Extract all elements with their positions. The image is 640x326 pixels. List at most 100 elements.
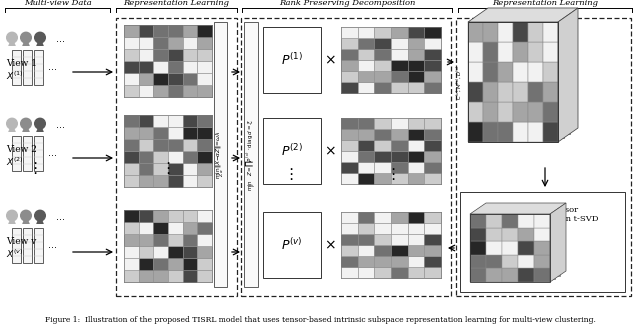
- Bar: [168, 115, 182, 127]
- Bar: [124, 246, 139, 258]
- Bar: [358, 38, 374, 49]
- Bar: [341, 129, 358, 140]
- Bar: [502, 255, 518, 268]
- Bar: [182, 37, 197, 49]
- Bar: [358, 82, 374, 93]
- Bar: [486, 214, 502, 228]
- Text: Figure 1:  Illustration of the proposed TISRL model that uses tensor-based intri: Figure 1: Illustration of the proposed T…: [45, 316, 595, 324]
- Text: $X^{(2)}$: $X^{(2)}$: [6, 155, 24, 168]
- Bar: [543, 22, 558, 42]
- Bar: [408, 173, 424, 184]
- Bar: [528, 82, 543, 102]
- Bar: [12, 228, 21, 263]
- Bar: [468, 42, 483, 62]
- Bar: [374, 223, 391, 234]
- Bar: [408, 60, 424, 71]
- Bar: [139, 49, 154, 61]
- Bar: [168, 151, 182, 163]
- Text: ...: ...: [56, 212, 65, 222]
- Bar: [358, 27, 374, 38]
- Bar: [391, 49, 408, 60]
- Bar: [124, 61, 139, 73]
- Bar: [408, 267, 424, 278]
- Bar: [518, 241, 534, 255]
- Bar: [528, 42, 543, 62]
- Bar: [424, 49, 441, 60]
- Bar: [139, 163, 154, 175]
- Bar: [470, 255, 486, 268]
- Bar: [391, 60, 408, 71]
- Bar: [341, 71, 358, 82]
- Bar: [543, 82, 558, 102]
- Circle shape: [6, 32, 17, 43]
- Text: $X^{(v)}$: $X^{(v)}$: [6, 247, 24, 260]
- Bar: [424, 27, 441, 38]
- Bar: [424, 60, 441, 71]
- Bar: [197, 258, 212, 270]
- Bar: [139, 246, 154, 258]
- Bar: [197, 270, 212, 282]
- Bar: [424, 245, 441, 256]
- Bar: [124, 175, 139, 187]
- Bar: [424, 223, 441, 234]
- Bar: [197, 25, 212, 37]
- Bar: [263, 27, 321, 93]
- Circle shape: [20, 118, 31, 129]
- Bar: [513, 122, 528, 142]
- Bar: [34, 136, 43, 171]
- Bar: [34, 228, 43, 263]
- Bar: [391, 173, 408, 184]
- Bar: [358, 267, 374, 278]
- Bar: [197, 246, 212, 258]
- Bar: [23, 228, 32, 263]
- Bar: [424, 256, 441, 267]
- Text: $\min_{Z,\alpha} \|X - \alpha Z\| = \omega\lambda$: $\min_{Z,\alpha} \|X - \alpha Z\| = \ome…: [215, 130, 226, 179]
- Bar: [341, 60, 358, 71]
- Bar: [182, 163, 197, 175]
- Bar: [358, 118, 374, 129]
- Bar: [197, 210, 212, 222]
- Bar: [182, 25, 197, 37]
- Bar: [391, 118, 408, 129]
- Bar: [408, 256, 424, 267]
- Bar: [139, 234, 154, 246]
- Polygon shape: [36, 220, 44, 224]
- Bar: [23, 136, 32, 171]
- Text: ...: ...: [56, 120, 65, 130]
- Polygon shape: [36, 42, 44, 46]
- Bar: [197, 61, 212, 73]
- Bar: [116, 18, 237, 296]
- Bar: [408, 82, 424, 93]
- Bar: [12, 50, 21, 85]
- Bar: [486, 228, 502, 241]
- Bar: [424, 129, 441, 140]
- Bar: [470, 241, 486, 255]
- Bar: [182, 139, 197, 151]
- Bar: [124, 115, 139, 127]
- Bar: [468, 122, 483, 142]
- Bar: [197, 85, 212, 97]
- Bar: [197, 151, 212, 163]
- Bar: [483, 22, 498, 42]
- Bar: [424, 173, 441, 184]
- Bar: [341, 82, 358, 93]
- Bar: [391, 162, 408, 173]
- Bar: [358, 129, 374, 140]
- Bar: [513, 42, 528, 62]
- Polygon shape: [8, 220, 16, 224]
- Bar: [391, 234, 408, 245]
- Bar: [168, 73, 182, 85]
- Bar: [182, 73, 197, 85]
- Bar: [182, 222, 197, 234]
- Bar: [408, 212, 424, 223]
- Bar: [391, 212, 408, 223]
- Bar: [341, 234, 358, 245]
- Polygon shape: [22, 220, 30, 224]
- Bar: [341, 27, 441, 93]
- Bar: [168, 210, 182, 222]
- Bar: [124, 139, 139, 151]
- Bar: [424, 118, 441, 129]
- Bar: [263, 212, 321, 278]
- Bar: [486, 255, 502, 268]
- Bar: [513, 102, 528, 122]
